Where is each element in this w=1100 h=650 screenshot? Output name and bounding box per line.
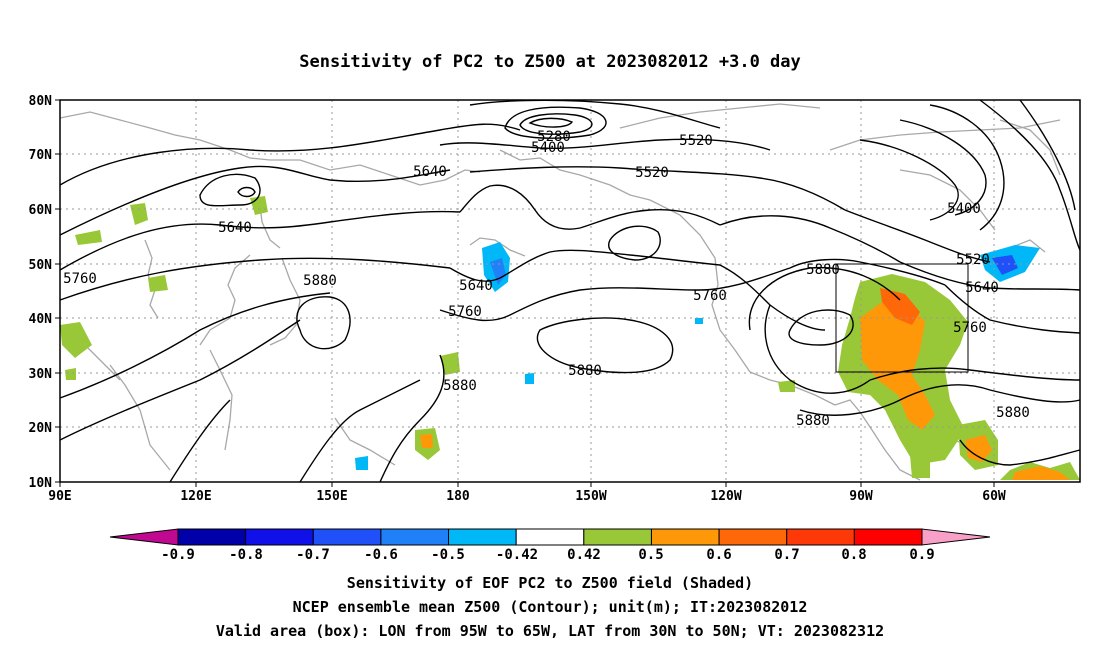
lon-label: 150W [575, 489, 606, 504]
lat-label: 40N [29, 312, 53, 327]
lat-label: 30N [29, 367, 53, 382]
colorbar-label: 0.42 [567, 547, 601, 563]
contour-label: 5880 [996, 405, 1030, 421]
lat-label: 20N [29, 421, 53, 436]
contour-label: 5640 [965, 280, 999, 296]
lon-label: 90W [849, 489, 873, 504]
contour-label: 5640 [459, 278, 493, 294]
contour-label: 5520 [679, 133, 713, 149]
colorbar-low-triangle [109, 528, 179, 546]
positive-area [60, 196, 1080, 480]
contour-label: 5880 [568, 363, 602, 379]
contour-label: 5760 [693, 288, 727, 304]
colorbar-cell [853, 528, 923, 546]
colorbar-cell [786, 528, 855, 546]
colorbar-label: -0.42 [496, 547, 538, 563]
longitude-labels: 90E 120E 150E 180 150W 120W 90W 60W [48, 489, 1006, 504]
z500-contours [59, 99, 1081, 483]
colorbar-cell [650, 528, 720, 546]
chart-title: Sensitivity of PC2 to Z500 at 2023082012… [299, 52, 801, 72]
colorbar-labels: -0.9 -0.8 -0.7 -0.6 -0.5 -0.42 0.42 0.5 … [161, 547, 935, 563]
colorbar-label: -0.7 [296, 547, 330, 563]
contour-label: 5400 [947, 201, 981, 217]
lon-label: 180 [446, 489, 470, 504]
lon-label: 60W [982, 489, 1006, 504]
contour-label: 5760 [448, 304, 482, 320]
colorbar-label: -0.5 [431, 547, 465, 563]
contour-label: 5880 [806, 262, 840, 278]
contour-label: 5640 [413, 164, 447, 180]
contour-label: 5880 [443, 378, 477, 394]
caption-line-1: Sensitivity of EOF PC2 to Z500 field (Sh… [347, 574, 753, 592]
colorbar-label: -0.6 [364, 547, 398, 563]
colorbar-high-triangle [921, 528, 991, 546]
map-panel: 5280 5400 5520 5640 5640 5760 5880 5640 … [29, 94, 1081, 504]
colorbar-cell [718, 528, 788, 546]
colorbar-cell [177, 528, 247, 546]
colorbar-cell [312, 528, 382, 546]
colorbar-label: -0.8 [229, 547, 263, 563]
axis-ticks [55, 99, 995, 487]
colorbar-cell [448, 528, 517, 546]
contour-label: 5880 [303, 273, 337, 289]
colorbar-cell [583, 528, 652, 546]
caption-line-2: NCEP ensemble mean Z500 (Contour); unit(… [293, 598, 808, 616]
latitude-labels: 80N 70N 60N 50N 40N 30N 20N 10N [29, 94, 53, 491]
contour-label: 5520 [956, 252, 990, 268]
map-frame [59, 99, 1081, 483]
valid-area-box [835, 263, 969, 373]
contour-label: 5880 [796, 413, 830, 429]
colorbar-label: -0.9 [161, 547, 195, 563]
colorbar-label: 0.9 [909, 547, 934, 563]
lat-label: 80N [29, 94, 53, 109]
lat-label: 60N [29, 203, 53, 218]
contour-label: 5520 [635, 165, 669, 181]
caption-line-3: Valid area (box): LON from 95W to 65W, L… [216, 622, 884, 640]
contour-label: 5760 [63, 271, 97, 287]
contour-label: 5760 [953, 320, 987, 336]
lon-label: 150E [316, 489, 347, 504]
colorbar-cell [245, 528, 314, 546]
lat-label: 10N [29, 476, 53, 491]
contour-label: 5640 [218, 220, 252, 236]
sensitivity-shading [60, 196, 1080, 480]
colorbar-cell [380, 528, 450, 546]
lon-label: 120E [180, 489, 211, 504]
colorbar-label: 0.7 [774, 547, 799, 563]
colorbar-label: 0.5 [638, 547, 663, 563]
colorbar-label: 0.6 [706, 547, 731, 563]
lon-label: 90E [48, 489, 71, 504]
lat-label: 70N [29, 148, 53, 163]
gridlines [60, 100, 1080, 482]
captions: Sensitivity of EOF PC2 to Z500 field (Sh… [216, 574, 884, 640]
colorbar-cells [177, 528, 923, 546]
colorbar-label: 0.8 [841, 547, 866, 563]
colorbar: -0.9 -0.8 -0.7 -0.6 -0.5 -0.42 0.42 0.5 … [109, 528, 991, 563]
colorbar-cell [515, 528, 585, 546]
contour-label: 5280 [537, 129, 571, 145]
contour-label: 5400 [531, 140, 565, 156]
contour-labels: 5280 5400 5520 5640 5640 5760 5880 5640 … [63, 129, 1030, 429]
lat-label: 50N [29, 258, 53, 273]
lon-label: 120W [710, 489, 741, 504]
